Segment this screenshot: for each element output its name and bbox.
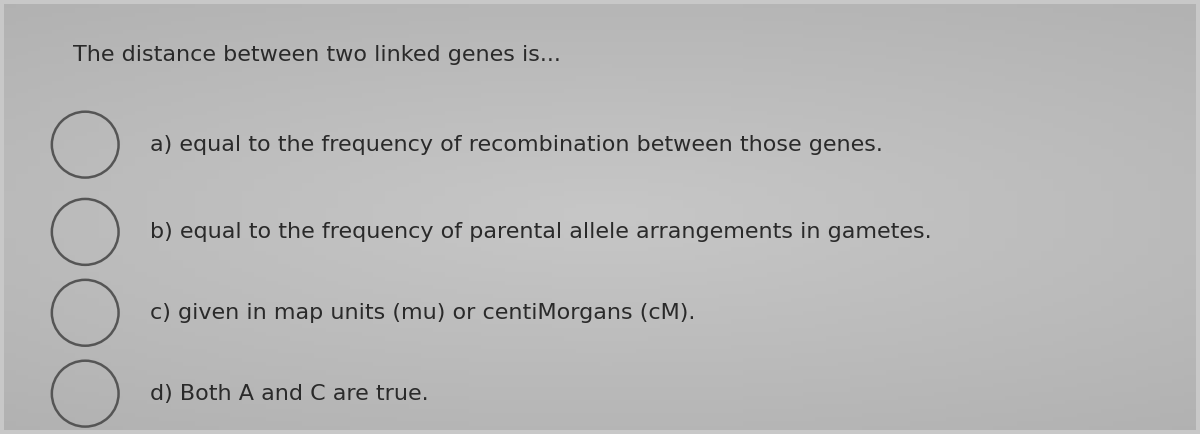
Text: a) equal to the frequency of recombination between those genes.: a) equal to the frequency of recombinati… [150,135,882,155]
Text: c) given in map units (mu) or centiMorgans (cM).: c) given in map units (mu) or centiMorga… [150,303,695,323]
Text: The distance between two linked genes is...: The distance between two linked genes is… [73,45,562,65]
Text: b) equal to the frequency of parental allele arrangements in gametes.: b) equal to the frequency of parental al… [150,222,931,242]
Text: d) Both A and C are true.: d) Both A and C are true. [150,384,428,404]
